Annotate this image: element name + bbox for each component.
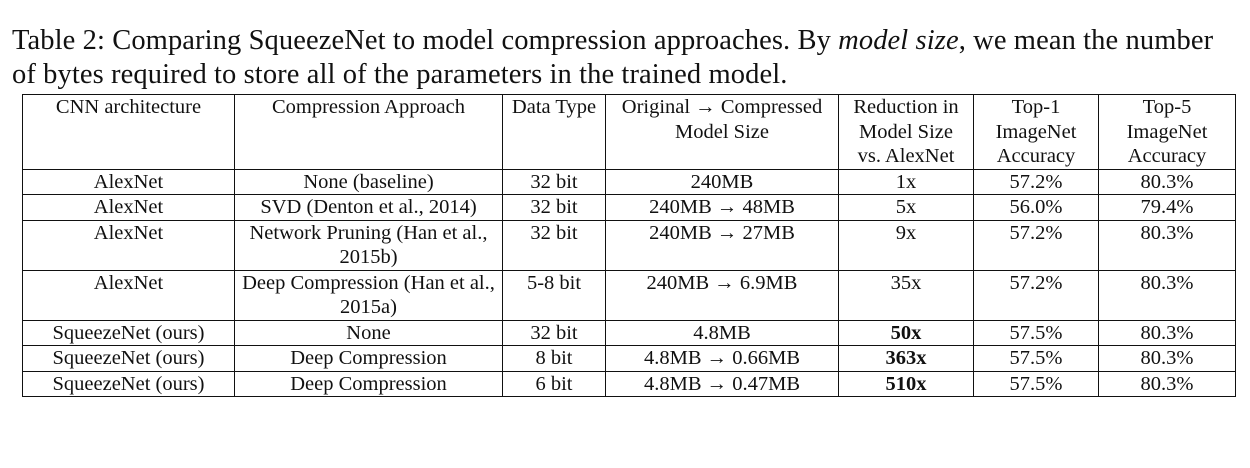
- cell-model-size: 4.8MB → 0.66MB: [605, 345, 839, 372]
- cell-approach: SVD (Denton et al., 2014): [234, 194, 503, 221]
- table-header-row: CNN architecture Compression Approach Da…: [22, 94, 1236, 170]
- cell-model-size: 240MB → 27MB: [605, 219, 839, 271]
- cell-reduction: 363x: [838, 345, 974, 372]
- header-data-type: Data Type: [502, 94, 606, 170]
- cell-approach: Deep Compression: [234, 345, 503, 372]
- cell-architecture: AlexNet: [22, 219, 235, 271]
- cell-data-type: 32 bit: [502, 319, 606, 346]
- caption-label: Table 2:: [12, 25, 105, 56]
- cell-architecture: AlexNet: [22, 194, 235, 221]
- cell-model-size: 4.8MB: [605, 319, 839, 346]
- header-model-size: Original → Compressed Model Size: [605, 94, 839, 170]
- cell-top5: 80.3%: [1098, 319, 1236, 346]
- cell-data-type: 8 bit: [502, 345, 606, 372]
- cell-approach: Deep Compression (Han et al., 2015a): [234, 269, 503, 321]
- cell-data-type: 32 bit: [502, 194, 606, 221]
- cell-approach: None: [234, 319, 503, 346]
- cell-architecture: AlexNet: [22, 168, 235, 195]
- table-row: SqueezeNet (ours) Deep Compression 8 bit…: [22, 345, 1236, 372]
- cell-top1: 57.5%: [973, 319, 1099, 346]
- cell-top5: 79.4%: [1098, 194, 1236, 221]
- header-compression-approach: Compression Approach: [234, 94, 503, 170]
- cell-reduction: 35x: [838, 269, 974, 321]
- cell-reduction: 1x: [838, 168, 974, 195]
- cell-top1: 57.5%: [973, 345, 1099, 372]
- cell-architecture: SqueezeNet (ours): [22, 319, 235, 346]
- header-cnn-architecture: CNN architecture: [22, 94, 235, 170]
- cell-top5: 80.3%: [1098, 168, 1236, 195]
- cell-top5: 80.3%: [1098, 345, 1236, 372]
- table-row: AlexNet Deep Compression (Han et al., 20…: [22, 269, 1236, 321]
- caption-text-start: Comparing SqueezeNet to model compressio…: [112, 25, 831, 56]
- cell-reduction: 510x: [838, 370, 974, 397]
- header-reduction: Reduction in Model Size vs. AlexNet: [838, 94, 974, 170]
- caption-text-end: , we mean the number of bytes required t…: [12, 25, 1214, 90]
- cell-top1: 57.2%: [973, 219, 1099, 271]
- cell-data-type: 6 bit: [502, 370, 606, 397]
- cell-model-size: 240MB → 6.9MB: [605, 269, 839, 321]
- cell-data-type: 32 bit: [502, 168, 606, 195]
- table-row: SqueezeNet (ours) None 32 bit 4.8MB 50x …: [22, 319, 1236, 346]
- cell-architecture: SqueezeNet (ours): [22, 345, 235, 372]
- table-row: AlexNet None (baseline) 32 bit 240MB 1x …: [22, 168, 1236, 195]
- cell-model-size: 240MB → 48MB: [605, 194, 839, 221]
- cell-data-type: 32 bit: [502, 219, 606, 271]
- cell-top1: 56.0%: [973, 194, 1099, 221]
- cell-top1: 57.2%: [973, 168, 1099, 195]
- header-top5-accuracy: Top-5 ImageNet Accuracy: [1098, 94, 1236, 170]
- header-top1-accuracy: Top-1 ImageNet Accuracy: [973, 94, 1099, 170]
- cell-top1: 57.5%: [973, 370, 1099, 397]
- cell-reduction: 9x: [838, 219, 974, 271]
- table-caption: Table 2: Comparing SqueezeNet to model c…: [12, 24, 1240, 92]
- cell-reduction: 50x: [838, 319, 974, 346]
- cell-model-size: 240MB: [605, 168, 839, 195]
- cell-top5: 80.3%: [1098, 219, 1236, 271]
- cell-reduction: 5x: [838, 194, 974, 221]
- comparison-table: CNN architecture Compression Approach Da…: [22, 94, 1236, 397]
- cell-top1: 57.2%: [973, 269, 1099, 321]
- cell-top5: 80.3%: [1098, 370, 1236, 397]
- table-row: AlexNet Network Pruning (Han et al., 201…: [22, 219, 1236, 271]
- table-row: SqueezeNet (ours) Deep Compression 6 bit…: [22, 370, 1236, 397]
- cell-top5: 80.3%: [1098, 269, 1236, 321]
- caption-italic-term: model size: [838, 25, 959, 56]
- cell-approach: Network Pruning (Han et al., 2015b): [234, 219, 503, 271]
- cell-approach: None (baseline): [234, 168, 503, 195]
- cell-approach: Deep Compression: [234, 370, 503, 397]
- cell-data-type: 5-8 bit: [502, 269, 606, 321]
- cell-architecture: SqueezeNet (ours): [22, 370, 235, 397]
- cell-model-size: 4.8MB → 0.47MB: [605, 370, 839, 397]
- table-row: AlexNet SVD (Denton et al., 2014) 32 bit…: [22, 194, 1236, 221]
- cell-architecture: AlexNet: [22, 269, 235, 321]
